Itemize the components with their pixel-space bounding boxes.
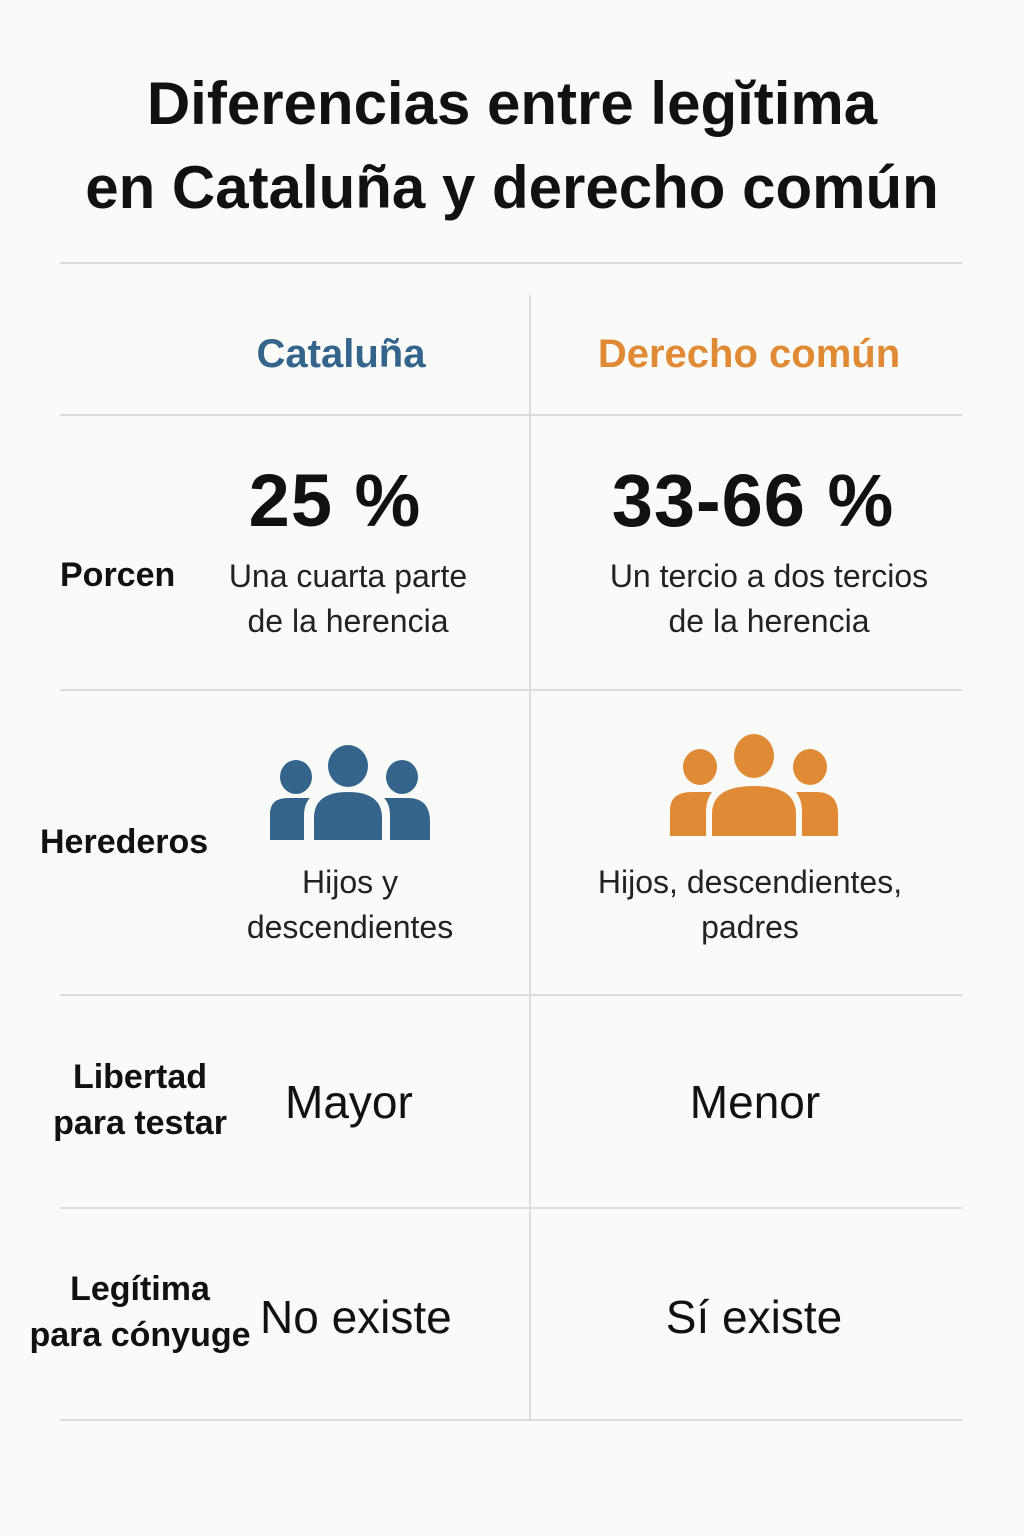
people-group-icon [670, 734, 838, 836]
divider [60, 414, 962, 416]
label-line: Libertad [72, 1058, 208, 1096]
divider [60, 994, 962, 996]
page-title: Diferencias entre legĭtima en Cataluña y… [0, 62, 1024, 230]
label-line: para testar [53, 1104, 227, 1142]
desc-line: Hijos y [301, 864, 398, 900]
comun-percentage-desc: Un tercio a dos tercios de la herencia [610, 554, 928, 644]
row-label-porcentaje: Porcen [60, 556, 176, 594]
divider [60, 1207, 962, 1209]
divider [60, 1419, 962, 1421]
row-label-libertad: Libertad para testar [53, 1054, 227, 1146]
comun-conyuge-value: Sí existe [665, 1291, 843, 1343]
cataluna-conyuge-value: No existe [260, 1291, 452, 1343]
people-group-icon [270, 745, 430, 840]
column-header-cataluna: Cataluña [256, 332, 426, 376]
desc-line: de la herencia [668, 603, 870, 639]
cataluna-percentage-desc: Una cuarta parte de la herencia [229, 554, 467, 644]
cataluna-herederos-desc: Hijos y descendientes [247, 860, 453, 950]
comun-libertad-value: Menor [689, 1076, 821, 1128]
row-label-herederos: Herederos [40, 823, 209, 861]
comun-percentage: 33-66 % [611, 459, 895, 542]
desc-line: Hijos, descendientes, [597, 864, 903, 900]
desc-line: de la herencia [247, 603, 449, 639]
desc-line: descendientes [246, 909, 454, 945]
divider [60, 262, 962, 264]
cataluna-libertad-value: Mayor [285, 1076, 413, 1128]
label-line: para cónyuge [29, 1316, 251, 1354]
column-header-comun: Derecho común [597, 332, 901, 376]
cataluna-percentage: 25 % [248, 459, 422, 542]
label-line: Legítima [70, 1270, 210, 1308]
row-label-conyuge: Legítima para cónyuge [29, 1266, 250, 1358]
title-line-1: Diferencias entre legĭtima [146, 70, 878, 137]
title-line-2: en Cataluña y derecho común [85, 154, 939, 221]
column-divider [529, 295, 531, 1420]
comun-herederos-desc: Hijos, descendientes, padres [598, 860, 902, 950]
desc-line: padres [701, 909, 799, 945]
divider [60, 689, 962, 691]
desc-line: Una cuarta parte [228, 558, 468, 594]
desc-line: Un tercio a dos tercios [609, 558, 929, 594]
